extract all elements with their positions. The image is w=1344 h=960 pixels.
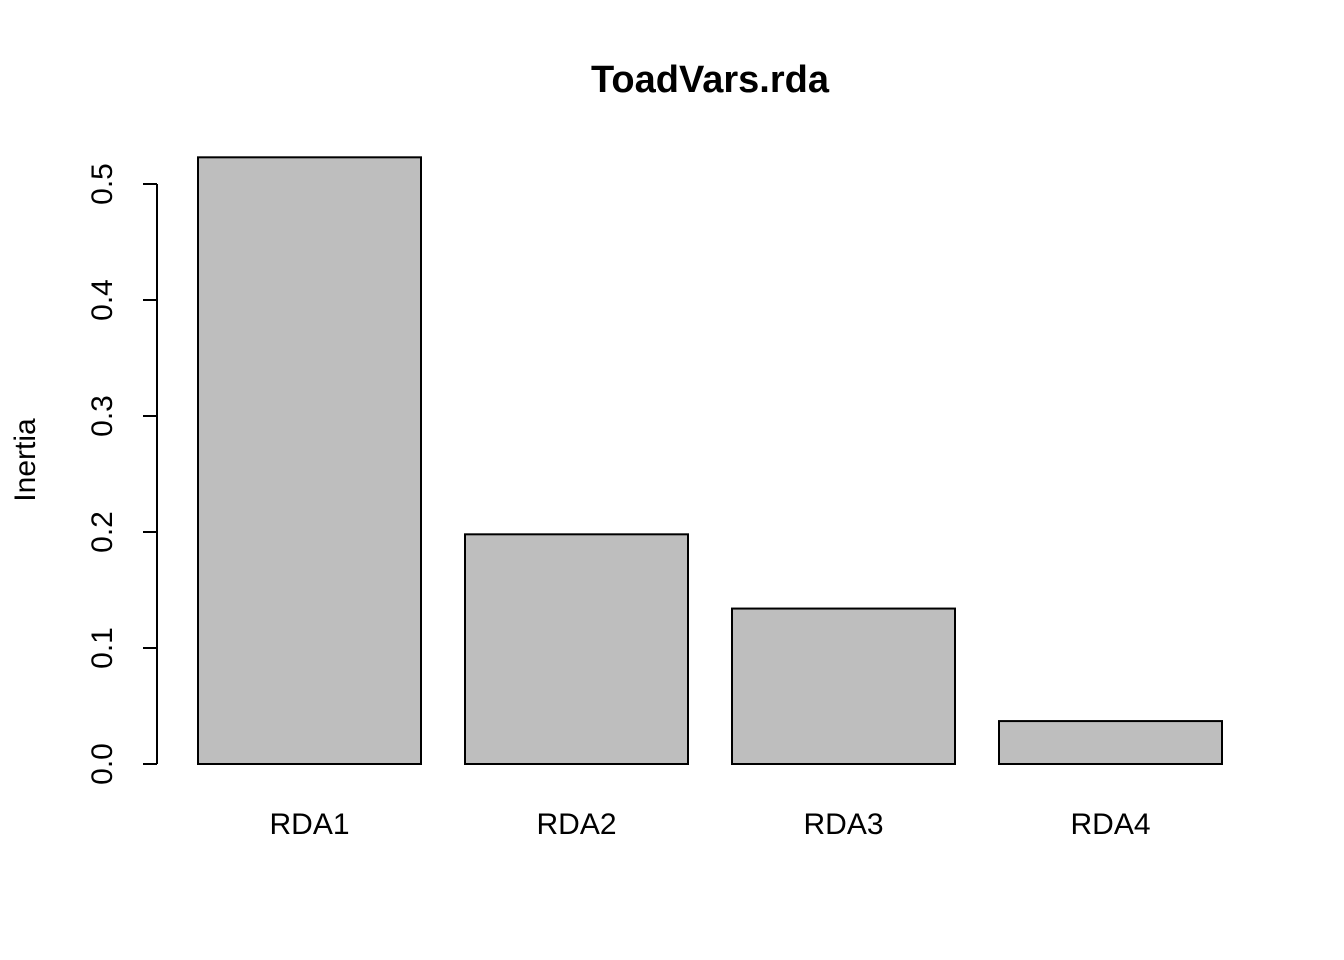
y-tick-label: 0.2: [86, 511, 119, 553]
y-tick-label: 0.3: [86, 395, 119, 437]
y-tick-label: 0.1: [86, 627, 119, 669]
x-tick-label-rda4: RDA4: [1070, 808, 1150, 841]
y-tick-label: 0.5: [86, 163, 119, 205]
bar-rda1: [197, 156, 422, 765]
y-axis: 0.0 0.1 0.2 0.3 0.4 0.5: [86, 163, 158, 785]
bars-group: [197, 156, 1223, 766]
bar-rda2: [464, 533, 689, 765]
x-tick-label-rda3: RDA3: [803, 808, 883, 841]
bar-rda4: [998, 720, 1223, 766]
x-tick-label-rda1: RDA1: [269, 808, 349, 841]
x-axis-labels: RDA1 RDA2 RDA3 RDA4: [269, 808, 1150, 841]
bar-rda3: [731, 607, 956, 765]
y-axis-label: Inertia: [9, 418, 42, 502]
y-tick-label: 0.4: [86, 279, 119, 321]
chart-title: ToadVars.rda: [591, 59, 830, 101]
x-tick-label-rda2: RDA2: [536, 808, 616, 841]
y-tick-label: 0.0: [86, 743, 119, 785]
